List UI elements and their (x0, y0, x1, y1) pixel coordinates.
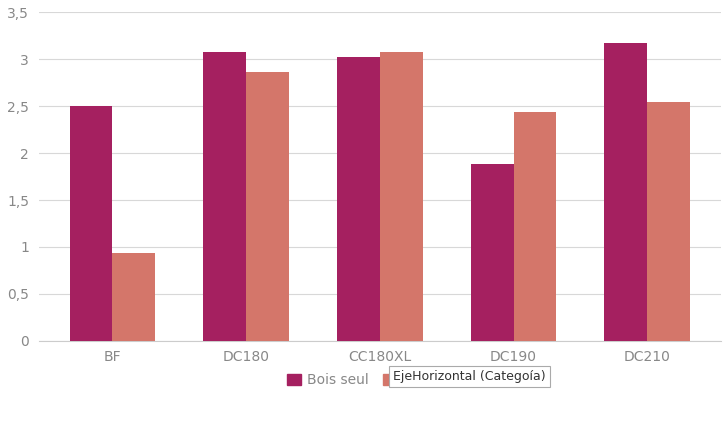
Legend: Bois seul, Bois + O2: Bois seul, Bois + O2 (281, 368, 478, 393)
Bar (380, 52, 423, 341)
Bar (112, 253, 155, 341)
Bar (70, 106, 112, 341)
Bar (203, 52, 246, 341)
Bar (513, 112, 556, 341)
Bar (337, 57, 380, 341)
Bar (471, 164, 513, 341)
Bar (246, 72, 289, 341)
Text: EjeHorizontal (Categoía): EjeHorizontal (Categoía) (393, 370, 546, 383)
Bar (647, 102, 690, 341)
Bar (604, 44, 647, 341)
